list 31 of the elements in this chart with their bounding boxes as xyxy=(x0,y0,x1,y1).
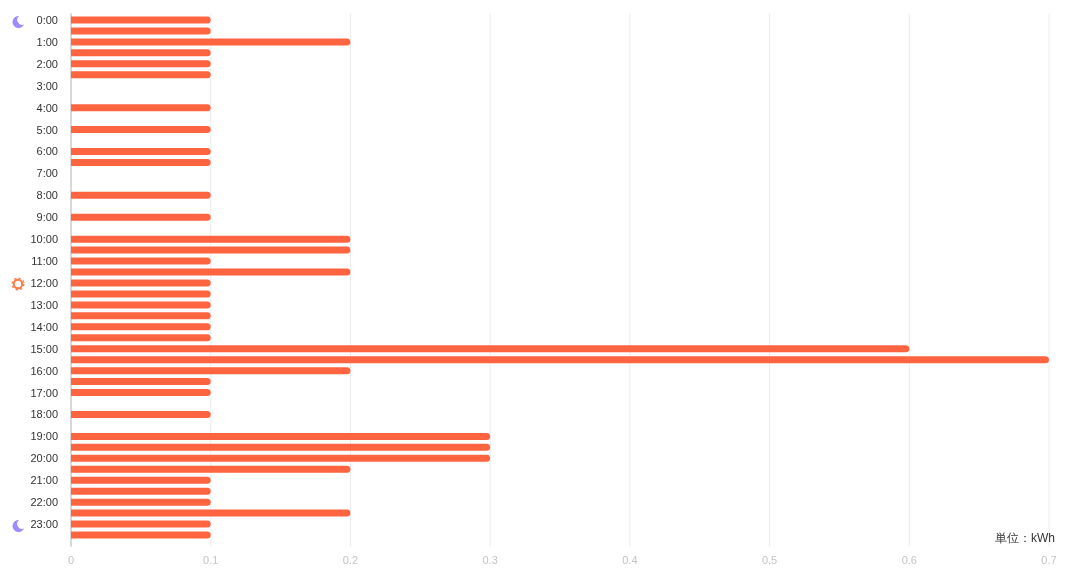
x-tick-label: 0.2 xyxy=(342,553,359,566)
x-tick-label: 0.4 xyxy=(622,553,638,566)
y-tick-label: 4:00 xyxy=(36,101,58,114)
y-tick-label: 20:00 xyxy=(30,452,58,465)
y-tick-label: 7:00 xyxy=(36,167,58,180)
y-tick-label: 14:00 xyxy=(30,320,58,333)
y-tick-label: 6:00 xyxy=(36,145,58,158)
y-tick-label: 12:00 xyxy=(30,276,58,289)
y-tick-label: 13:00 xyxy=(30,298,58,311)
x-tick-label: 0.5 xyxy=(761,553,778,566)
x-axis-title: 単位：kWh xyxy=(995,530,1055,545)
y-tick-label: 1:00 xyxy=(36,35,58,48)
y-tick-label: 18:00 xyxy=(30,408,58,421)
y-tick-label: 17:00 xyxy=(30,386,58,399)
x-tick-label: 0.1 xyxy=(203,553,219,566)
y-tick-label: 11:00 xyxy=(31,255,58,268)
y-tick-label: 19:00 xyxy=(30,430,58,443)
x-tick-label: 0.3 xyxy=(482,553,498,566)
y-tick-label: 8:00 xyxy=(36,189,58,202)
y-tick-label: 3:00 xyxy=(36,79,58,92)
y-tick-label: 5:00 xyxy=(36,123,58,136)
y-tick-label: 21:00 xyxy=(30,474,58,487)
y-tick-label: 22:00 xyxy=(30,496,58,509)
y-tick-label: 0:00 xyxy=(36,13,58,26)
y-tick-label: 16:00 xyxy=(30,364,58,377)
y-tick-label: 23:00 xyxy=(30,518,58,531)
y-tick-label: 15:00 xyxy=(30,342,58,355)
y-tick-label: 10:00 xyxy=(30,233,58,246)
x-tick-label: 0.7 xyxy=(1041,553,1057,566)
y-tick-label: 9:00 xyxy=(36,211,58,224)
y-tick-label: 2:00 xyxy=(36,57,58,70)
